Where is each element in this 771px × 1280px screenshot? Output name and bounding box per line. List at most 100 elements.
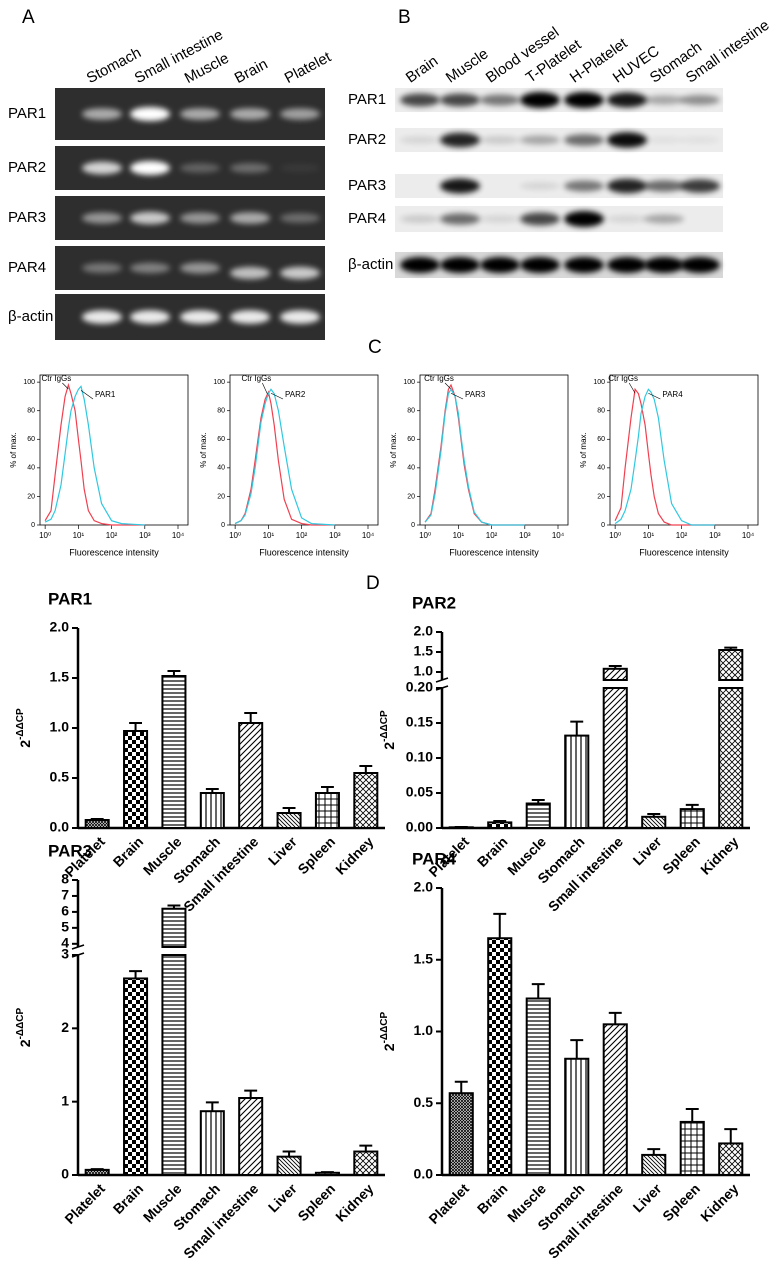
y-tick-label: 1.0 (414, 663, 434, 679)
blot-band (480, 94, 520, 106)
x-tick-label: Brain (474, 1180, 511, 1217)
x-tick-label: 10¹ (453, 531, 465, 540)
error-bar (493, 820, 507, 823)
bar (276, 812, 302, 829)
x-tick-label: Platelet (61, 1180, 108, 1227)
y-axis-label: % of max. (579, 432, 588, 468)
y-tick-label: 20 (217, 493, 225, 500)
y-tick-label: 0 (221, 522, 225, 529)
bar (679, 808, 705, 829)
bar-upper-part (161, 907, 187, 949)
bar (353, 772, 379, 829)
error-bar (167, 904, 181, 909)
y-tick-label: 1.0 (414, 1022, 434, 1038)
series-line (614, 387, 715, 526)
gel-band (280, 108, 320, 120)
gel-band (180, 212, 220, 224)
y-axis-label: 2-ΔΔCP (379, 1011, 397, 1051)
blot-band (680, 95, 720, 105)
x-tick-label: Liver (630, 833, 665, 868)
row-label: PAR2 (8, 159, 46, 176)
y-tick-label: 80 (217, 408, 225, 415)
blot-band (520, 257, 560, 273)
error-bar (647, 1148, 661, 1155)
y-tick-label: 0.0 (50, 819, 70, 835)
y-tick-label: 0 (61, 1166, 69, 1182)
row-label: PAR1 (8, 105, 46, 122)
gel-band (230, 266, 270, 280)
y-tick-label: 0.0 (414, 1166, 434, 1182)
y-tick-label: 0.20 (406, 679, 433, 695)
y-tick-label: 5 (61, 919, 69, 935)
blot-band (644, 136, 684, 144)
annotation-leader (62, 382, 69, 390)
row-label: PAR3 (8, 209, 46, 226)
error-bar (647, 813, 661, 817)
y-tick-label: 4 (61, 935, 69, 951)
blot-band (480, 257, 520, 273)
y-label-exponent: -ΔΔCP (15, 1007, 26, 1039)
x-tick-label: Spleen (294, 833, 338, 877)
y-axis-label: % of max. (199, 432, 208, 468)
gel-band (180, 310, 220, 324)
x-tick-label: 10⁴ (742, 531, 755, 540)
blot-band (607, 215, 647, 223)
y-tick-label: 0.10 (406, 749, 433, 765)
panel-label: B (398, 7, 411, 28)
blot-band (520, 212, 560, 226)
blot-band (680, 179, 720, 193)
y-tick-label: 40 (27, 465, 35, 472)
y-tick-label: 80 (407, 408, 415, 415)
x-tick-label: 10¹ (263, 531, 275, 540)
error-bar (724, 646, 738, 650)
x-tick-label: Liver (630, 1180, 665, 1215)
gel-band (82, 212, 122, 224)
error-bar (282, 807, 296, 813)
gel-band (130, 161, 170, 175)
y-tick-label: 20 (597, 493, 605, 500)
x-axis-label: Fluorescence intensity (259, 547, 349, 557)
bar (314, 792, 340, 829)
y-label-base: 2 (17, 740, 33, 748)
series-label: Ctr IgGs (241, 374, 271, 383)
blot-band (440, 178, 480, 194)
y-tick-label: 1.0 (50, 719, 70, 735)
error-bar (205, 788, 219, 793)
y-label-base: 2 (381, 1043, 397, 1051)
lane-label: Platelet (282, 48, 335, 87)
gel-band (82, 262, 122, 274)
blot-band (644, 180, 684, 192)
x-tick-label: Spleen (659, 833, 703, 877)
blot-band (644, 214, 684, 224)
panel-label: C (368, 337, 382, 358)
x-tick-label: 10⁴ (552, 531, 565, 540)
error-bar (493, 912, 507, 939)
gel-band (180, 163, 220, 173)
gel-band (230, 212, 270, 224)
bar-lower-part (718, 687, 744, 829)
error-bar (531, 983, 545, 999)
bar (84, 1168, 110, 1177)
gel-band (280, 266, 320, 280)
error-bar (90, 818, 104, 820)
y-tick-label: 2.0 (50, 619, 70, 635)
y-tick-label: 2.0 (414, 623, 434, 639)
x-tick-label: 10³ (329, 531, 341, 540)
axis-break (435, 677, 449, 683)
y-tick-label: 0 (31, 522, 35, 529)
y-tick-label: 60 (407, 436, 415, 443)
error-bar (244, 1089, 258, 1098)
blot-band (440, 257, 480, 273)
x-tick-label: Kidney (697, 1180, 741, 1224)
gel-band (82, 310, 122, 324)
gel-band (230, 310, 270, 324)
x-tick-label: Kidney (332, 833, 376, 877)
y-tick-label: 0 (601, 522, 605, 529)
bar (525, 802, 551, 829)
x-axis-label: Fluorescence intensity (449, 547, 539, 557)
y-tick-label: 100 (213, 379, 225, 386)
gel-band (180, 262, 220, 274)
error-bar (570, 720, 584, 736)
blot-band (564, 180, 604, 192)
